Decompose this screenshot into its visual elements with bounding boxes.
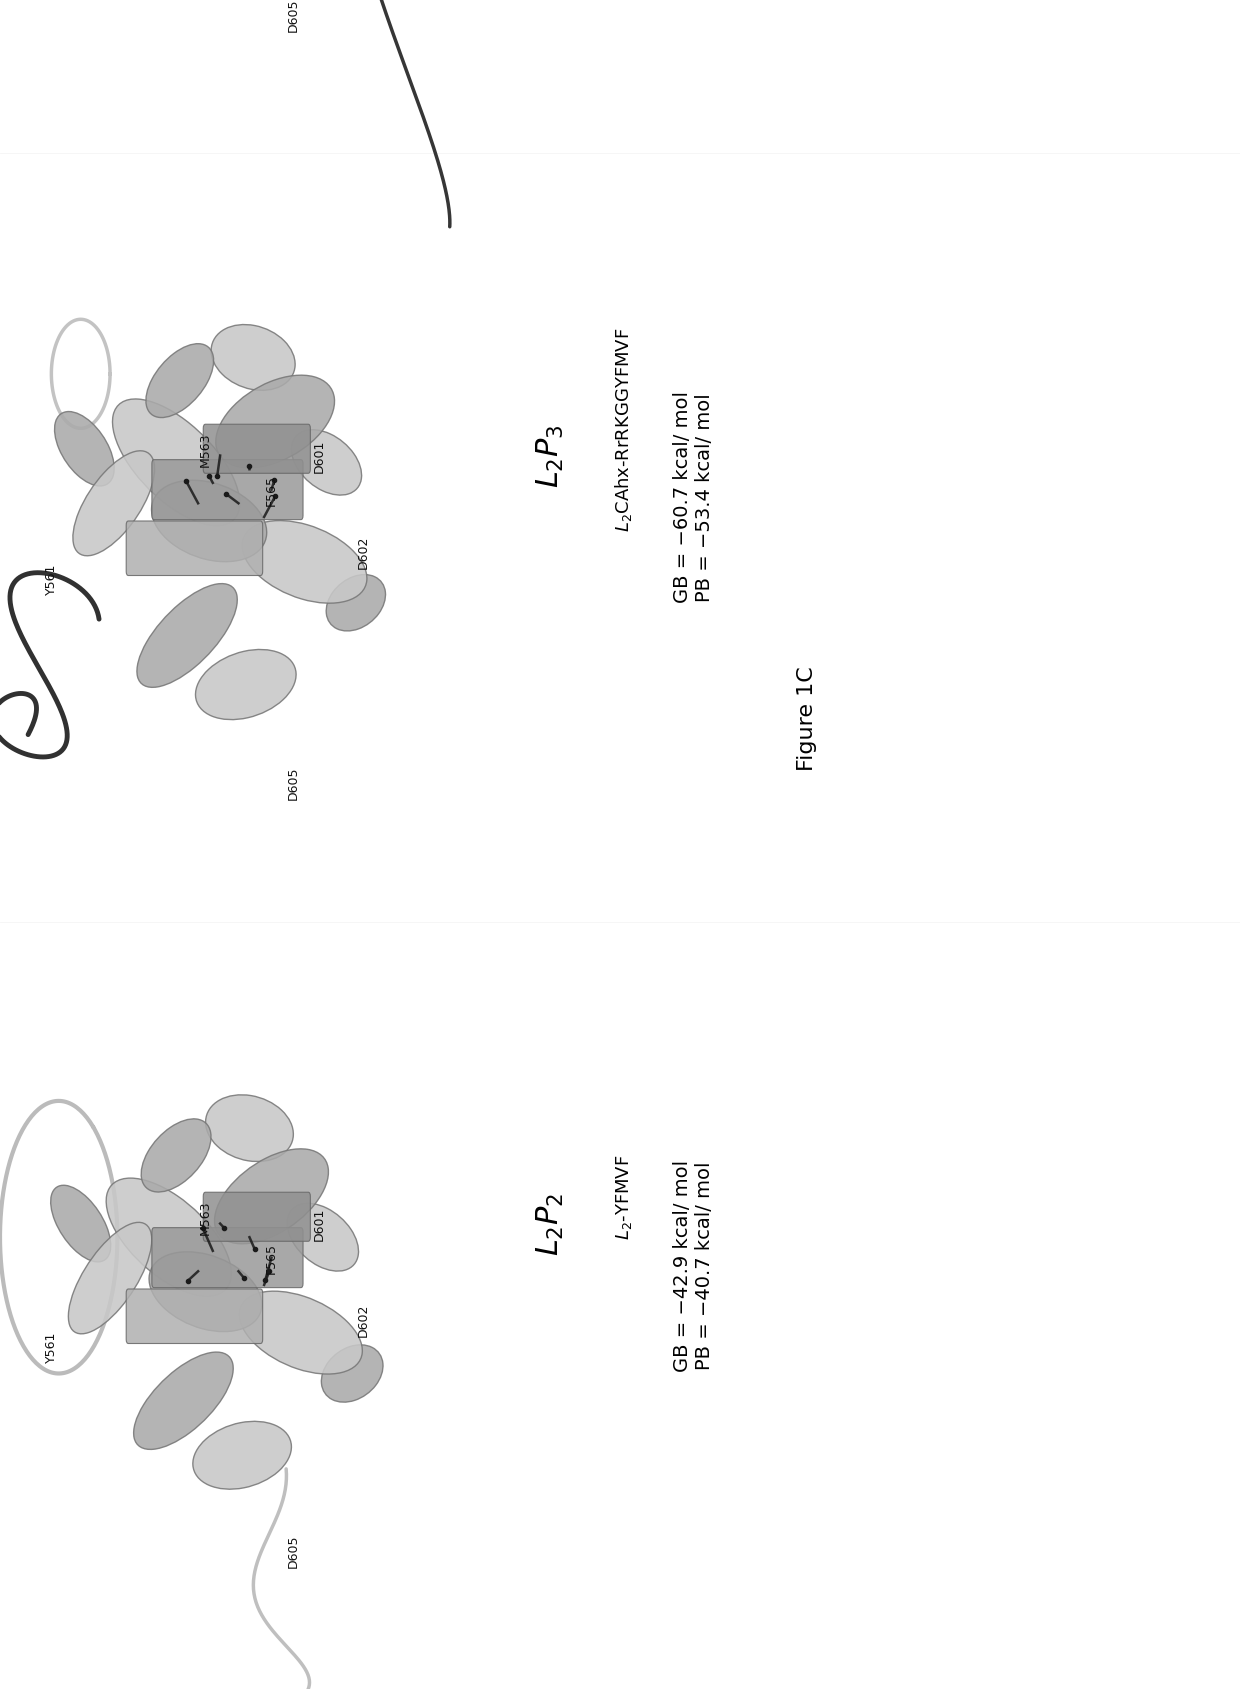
- Ellipse shape: [68, 1223, 151, 1334]
- FancyBboxPatch shape: [151, 461, 303, 520]
- Text: D605: D605: [286, 767, 300, 801]
- Text: $L_2P_2$: $L_2P_2$: [534, 1192, 565, 1255]
- Ellipse shape: [326, 576, 386, 632]
- Text: D605: D605: [286, 1534, 300, 1567]
- Text: $L_2$-YFMVF: $L_2$-YFMVF: [614, 1154, 634, 1240]
- Ellipse shape: [216, 377, 335, 468]
- Ellipse shape: [51, 1186, 110, 1262]
- Text: F565: F565: [265, 1243, 278, 1274]
- Ellipse shape: [151, 481, 267, 562]
- Ellipse shape: [211, 326, 295, 392]
- Ellipse shape: [242, 522, 367, 605]
- FancyBboxPatch shape: [203, 1192, 310, 1241]
- Text: Figure 1C: Figure 1C: [797, 665, 817, 770]
- Text: PB = −40.7 kcal/ mol: PB = −40.7 kcal/ mol: [694, 1160, 714, 1368]
- Ellipse shape: [206, 1094, 294, 1162]
- Text: $L_2P_3$: $L_2P_3$: [534, 424, 565, 488]
- Text: $L_2$CAhx-RrRKGGYFMVF: $L_2$CAhx-RrRKGGYFMVF: [613, 328, 634, 532]
- Ellipse shape: [55, 412, 114, 486]
- Text: M563: M563: [198, 432, 212, 466]
- Ellipse shape: [107, 1179, 232, 1297]
- Text: PB = −53.4 kcal/ mol: PB = −53.4 kcal/ mol: [694, 394, 714, 601]
- Ellipse shape: [134, 1353, 233, 1449]
- Ellipse shape: [193, 1422, 291, 1490]
- Ellipse shape: [321, 1344, 383, 1402]
- Text: F565: F565: [265, 475, 278, 505]
- FancyBboxPatch shape: [203, 426, 310, 475]
- Text: D601: D601: [312, 1208, 326, 1240]
- Text: D605: D605: [286, 0, 300, 32]
- FancyBboxPatch shape: [126, 522, 263, 576]
- Ellipse shape: [291, 431, 362, 497]
- Ellipse shape: [196, 650, 296, 720]
- Text: D602: D602: [357, 1302, 370, 1336]
- Ellipse shape: [113, 400, 239, 527]
- Ellipse shape: [239, 1292, 362, 1375]
- FancyBboxPatch shape: [126, 1289, 263, 1344]
- Ellipse shape: [73, 451, 155, 556]
- Ellipse shape: [215, 1149, 329, 1245]
- Text: M563: M563: [198, 1199, 212, 1235]
- Text: D602: D602: [357, 535, 370, 568]
- Ellipse shape: [288, 1204, 358, 1272]
- Ellipse shape: [149, 1252, 262, 1333]
- Ellipse shape: [146, 345, 213, 419]
- Ellipse shape: [141, 1120, 211, 1192]
- Text: Y561: Y561: [45, 1331, 58, 1361]
- Text: GB = −42.9 kcal/ mol: GB = −42.9 kcal/ mol: [673, 1159, 692, 1371]
- FancyBboxPatch shape: [151, 1228, 303, 1287]
- Text: GB = −60.7 kcal/ mol: GB = −60.7 kcal/ mol: [673, 392, 692, 603]
- Text: Y561: Y561: [45, 562, 58, 595]
- Text: D601: D601: [312, 439, 326, 473]
- Ellipse shape: [136, 584, 237, 687]
